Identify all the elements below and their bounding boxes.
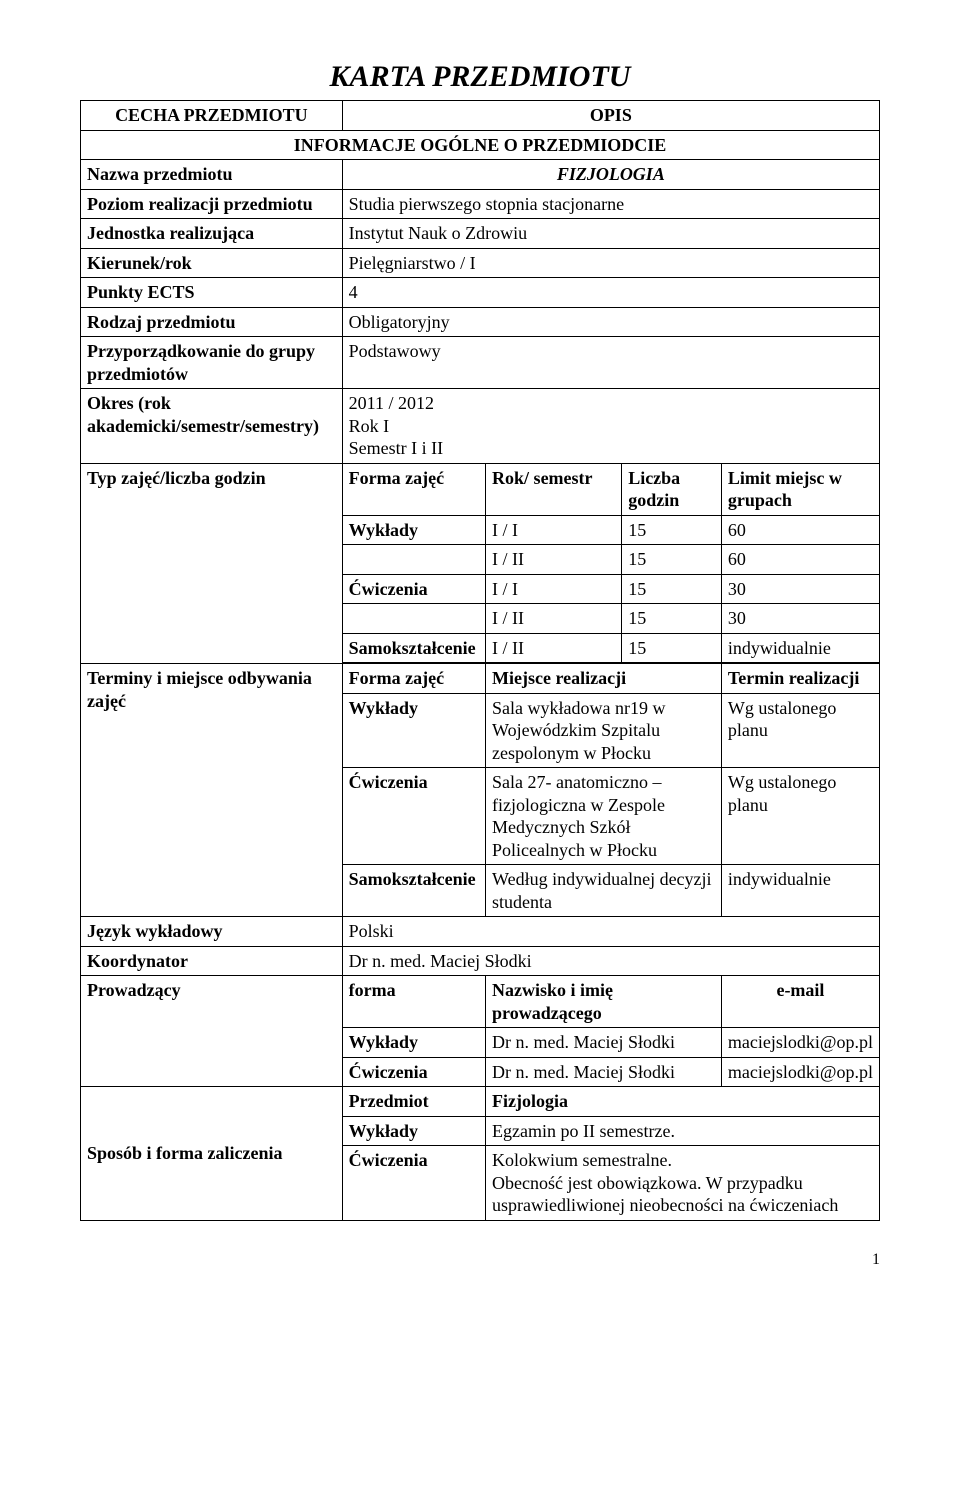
row-label: Sposób i forma zaliczenia [81,1087,343,1221]
cell: 15 [622,574,722,604]
cell: Dr n. med. Maciej Słodki [486,1057,722,1087]
cell: 15 [622,545,722,575]
section-header: INFORMACJE OGÓLNE O PRZEDMIODCIE [81,130,880,160]
row-label: Język wykładowy [81,917,343,947]
sub-header: e-mail [721,976,879,1028]
row-value: Studia pierwszego stopnia stacjonarne [342,189,879,219]
text: Obecność jest obowiązkowa. W przypadku u… [492,1173,838,1216]
row-label: Poziom realizacji przedmiotu [81,189,343,219]
cell: 15 [622,515,722,545]
text: Kolokwium semestralne. [492,1150,672,1170]
cell: maciejslodki@op.pl [721,1057,879,1087]
cell: Dr n. med. Maciej Słodki [486,1028,722,1058]
cell: 60 [721,545,879,575]
text: Semestr I i II [349,438,443,458]
row-value: FIZJOLOGIA [342,160,879,190]
cell: Według indywidualnej decyzji studenta [486,865,722,917]
sub-header: Miejsce realizacji [486,664,722,694]
cell: Kolokwium semestralne. Obecność jest obo… [486,1146,880,1221]
cell [342,604,485,634]
cell: 15 [622,604,722,634]
text: Rok I [349,416,390,436]
sub-header: Forma zajęć [342,463,485,515]
row-value: Pielęgniarstwo / I [342,248,879,278]
cell: 15 [622,633,722,663]
cell: 30 [721,574,879,604]
row-value: 4 [342,278,879,308]
row-label: Punkty ECTS [81,278,343,308]
row-value: Polski [342,917,879,947]
row-label: Koordynator [81,946,343,976]
sub-header: Rok/ semestr [486,463,622,515]
cell: Ćwiczenia [342,1146,485,1221]
cell: Przedmiot [342,1087,485,1117]
cell: maciejslodki@op.pl [721,1028,879,1058]
sub-header: Nazwisko i imię prowadzącego [486,976,722,1028]
row-label: Jednostka realizująca [81,219,343,249]
cell: Egzamin po II semestrze. [486,1116,880,1146]
cell: I / II [486,633,622,663]
header-right: OPIS [342,101,879,131]
cell: I / II [486,604,622,634]
cell: I / II [486,545,622,575]
text: 2011 / 2012 [349,393,434,413]
cell: I / I [486,515,622,545]
cell: Ćwiczenia [342,574,485,604]
row-label: Nazwa przedmiotu [81,160,343,190]
row-label: Kierunek/rok [81,248,343,278]
cell: 60 [721,515,879,545]
sub-header: Liczba godzin [622,463,722,515]
course-card-table: CECHA PRZEDMIOTU OPIS INFORMACJE OGÓLNE … [80,100,880,1221]
sub-header: Forma zajęć [342,664,485,694]
cell: Wykłady [342,1116,485,1146]
row-value: Obligatoryjny [342,307,879,337]
cell: indywidualnie [721,865,879,917]
cell: Wykłady [342,515,485,545]
row-value: Podstawowy [342,337,879,389]
sub-header: Limit miejsc w grupach [721,463,879,515]
cell: Samokształcenie [342,633,485,663]
row-label: Prowadzący [81,976,343,1087]
cell: Wykłady [342,693,485,768]
row-label: Typ zajęć/liczba godzin [81,463,343,664]
page-number: 1 [80,1251,880,1269]
cell: indywidualnie [721,633,879,663]
cell: Sala 27- anatomiczno – fizjologiczna w Z… [486,768,722,865]
cell: Sala wykładowa nr19 w Wojewódzkim Szpita… [486,693,722,768]
cell: I / I [486,574,622,604]
cell: Ćwiczenia [342,1057,485,1087]
row-value: Instytut Nauk o Zdrowiu [342,219,879,249]
cell [342,545,485,575]
cell: Samokształcenie [342,865,485,917]
header-left: CECHA PRZEDMIOTU [81,101,343,131]
sub-header: Termin realizacji [721,664,879,694]
cell: Fizjologia [486,1087,880,1117]
cell: Wykłady [342,1028,485,1058]
page-title: KARTA PRZEDMIOTU [80,60,880,94]
cell: Wg ustalonego planu [721,768,879,865]
cell: Wg ustalonego planu [721,693,879,768]
cell: 30 [721,604,879,634]
row-value: 2011 / 2012 Rok I Semestr I i II [342,389,879,464]
cell: Ćwiczenia [342,768,485,865]
row-label: Przyporządkowanie do grupy przedmiotów [81,337,343,389]
sub-header: forma [342,976,485,1028]
row-label: Terminy i miejsce odbywania zajęć [81,664,343,917]
row-label: Rodzaj przedmiotu [81,307,343,337]
row-label: Okres (rok akademicki/semestr/semestry) [81,389,343,464]
row-value: Dr n. med. Maciej Słodki [342,946,879,976]
